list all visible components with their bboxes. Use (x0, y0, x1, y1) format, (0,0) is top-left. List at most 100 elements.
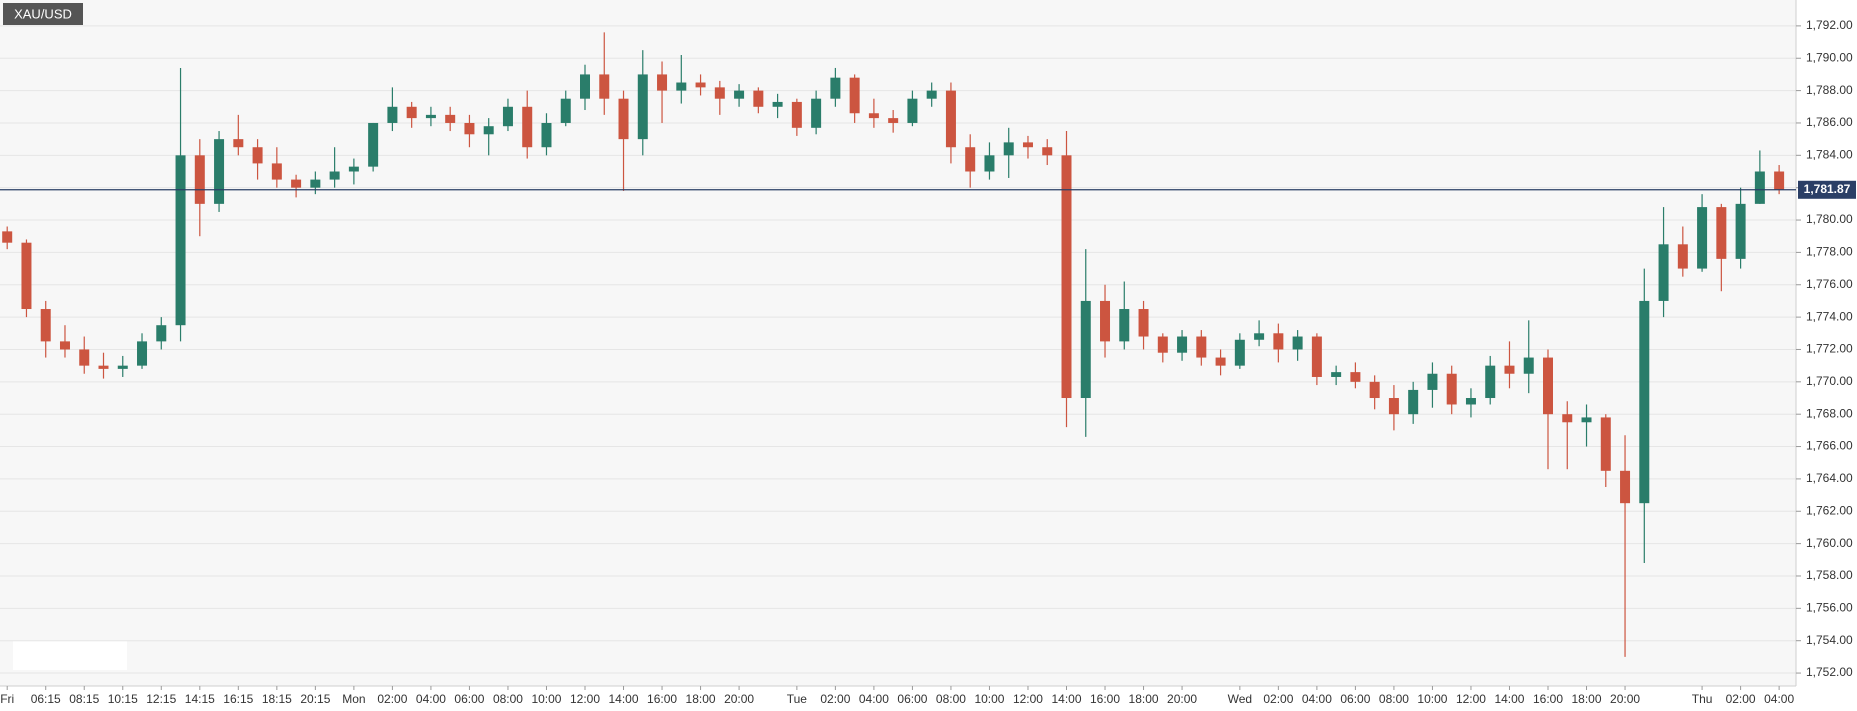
y-tick-label: 1,792.00 (1806, 18, 1853, 32)
candle-body (98, 365, 109, 369)
x-tick-label: 04:00 (859, 692, 889, 706)
candle-body (406, 106, 417, 119)
x-tick-label: 12:00 (1456, 692, 1486, 706)
candle-body (387, 106, 398, 123)
candle-body (1196, 336, 1207, 358)
candle-body (1119, 309, 1130, 342)
x-tick-label: 16:15 (223, 692, 253, 706)
candle-body (580, 74, 590, 99)
candle-body (1138, 309, 1149, 337)
candle-body (1177, 336, 1188, 353)
x-tick-label: 18:15 (262, 692, 292, 706)
candle-body (1716, 207, 1727, 259)
x-tick-label: 02:00 (377, 692, 407, 706)
candle-body (1562, 414, 1573, 423)
x-tick-label: 04:00 (1302, 692, 1332, 706)
candle-body (271, 163, 282, 180)
candle-body (1774, 171, 1785, 190)
x-tick-label: 18:00 (686, 692, 716, 706)
candle-body (1234, 339, 1245, 366)
x-tick-label: 10:15 (108, 692, 138, 706)
plot-background (0, 0, 1796, 686)
candle-body (156, 325, 167, 342)
candle-body (1697, 207, 1708, 269)
candle-body (1639, 300, 1650, 504)
candle-body (541, 122, 552, 148)
axes: 1,752.00 1,754.00 1,756.00 1,758.00 1,760.00… (0, 18, 1856, 706)
candle-body (1273, 333, 1284, 350)
candle-body (502, 106, 513, 127)
candle-body (695, 82, 706, 88)
candle-body (926, 90, 937, 99)
x-tick-label: 04:00 (416, 692, 446, 706)
y-tick-label: 1,756.00 (1806, 601, 1853, 615)
candle-body (348, 166, 359, 172)
candle-body (464, 122, 475, 135)
x-tick-label: 06:15 (31, 692, 61, 706)
candle-body (1600, 417, 1611, 471)
candle-body (117, 365, 128, 369)
y-tick-label: 1,780.00 (1806, 212, 1853, 226)
candle-body (599, 74, 610, 99)
x-tick-label: 14:00 (609, 692, 639, 706)
candle-body (1331, 372, 1342, 377)
candle-body (637, 74, 648, 140)
candle-body (1543, 357, 1553, 415)
x-tick-label: 08:00 (936, 692, 966, 706)
x-tick-label: 10:00 (1417, 692, 1447, 706)
candle-body (1350, 372, 1361, 382)
candle-body (483, 126, 494, 135)
y-tick-label: 1,788.00 (1806, 83, 1853, 97)
y-tick-label: 1,762.00 (1806, 503, 1853, 517)
candle-body (368, 122, 379, 167)
y-tick-label: 1,776.00 (1806, 277, 1853, 291)
candle-body (560, 98, 571, 123)
candle-body (965, 147, 976, 172)
x-tick-label: 20:00 (1610, 692, 1640, 706)
x-tick-label: Fri (0, 692, 14, 706)
x-tick-label: 08:15 (69, 692, 99, 706)
candle-body (811, 98, 822, 128)
candle-body (984, 155, 995, 172)
x-tick-label: 20:00 (1167, 692, 1197, 706)
candle-body (676, 82, 687, 91)
x-tick-label: 12:15 (146, 692, 176, 706)
candle-body (1042, 147, 1053, 156)
candle-body (59, 341, 70, 350)
x-tick-label: 18:00 (1572, 692, 1602, 706)
x-tick-label: Tue (787, 692, 808, 706)
x-tick-label: 02:00 (820, 692, 850, 706)
candle-body (252, 147, 263, 164)
x-tick-label: 10:00 (974, 692, 1004, 706)
x-tick-label: 08:00 (493, 692, 523, 706)
candle-body (445, 114, 456, 123)
candle-body (79, 349, 90, 366)
candle-body (1311, 336, 1322, 377)
candle-body (1620, 470, 1631, 504)
candle-body (1754, 171, 1765, 204)
candle-body (1003, 142, 1014, 156)
x-tick-label: 06:00 (897, 692, 927, 706)
candle-body (1254, 333, 1265, 340)
y-tick-label: 1,790.00 (1806, 50, 1853, 64)
candle-body (1388, 398, 1399, 415)
candle-body (1581, 417, 1592, 423)
x-tick-label: 12:00 (570, 692, 600, 706)
x-tick-label: 20:00 (724, 692, 754, 706)
x-tick-label: 16:00 (1533, 692, 1563, 706)
y-tick-label: 1,752.00 (1806, 665, 1853, 679)
x-tick-label: 16:00 (647, 692, 677, 706)
y-tick-label: 1,778.00 (1806, 245, 1853, 259)
x-tick-label: 04:00 (1764, 692, 1794, 706)
candles (2, 32, 1785, 657)
candle-body (753, 90, 764, 107)
candle-body (1677, 244, 1688, 269)
candle-body (425, 114, 436, 119)
x-tick-label: Thu (1692, 692, 1713, 706)
y-tick-label: 1,754.00 (1806, 633, 1853, 647)
candle-body (1504, 365, 1515, 374)
candle-body (1215, 357, 1226, 366)
x-tick-label: 02:00 (1726, 692, 1756, 706)
candle-body (1523, 357, 1534, 374)
